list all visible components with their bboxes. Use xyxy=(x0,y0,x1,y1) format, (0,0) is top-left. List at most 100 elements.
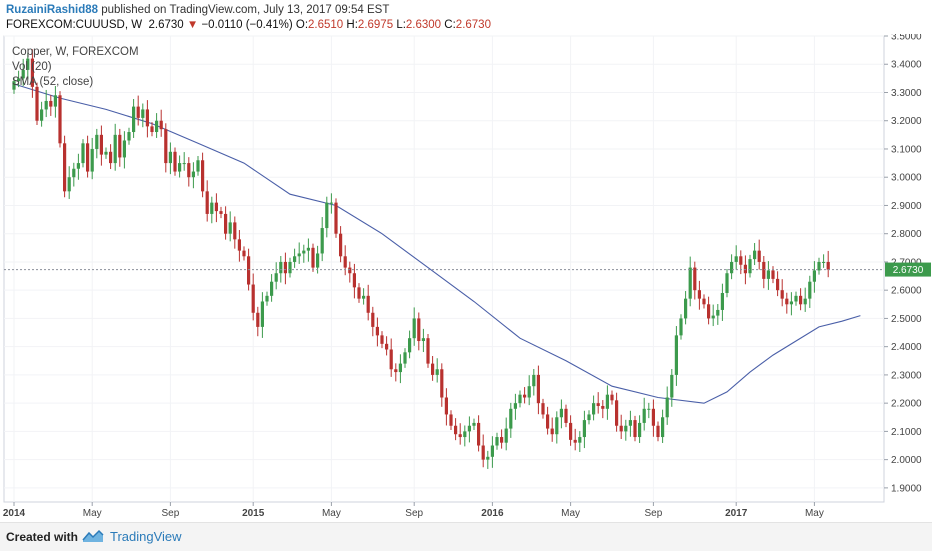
candle-body xyxy=(610,394,614,401)
candle xyxy=(720,283,724,321)
candle-body xyxy=(329,202,333,204)
candle-body xyxy=(17,78,21,82)
candle xyxy=(504,417,508,451)
candle xyxy=(477,415,481,452)
candle xyxy=(297,242,301,264)
candle-body xyxy=(532,374,536,387)
tradingview-logo-icon[interactable] xyxy=(82,528,104,544)
candle xyxy=(362,288,366,305)
candle xyxy=(651,399,655,437)
candle-body xyxy=(343,256,347,268)
candle-body xyxy=(702,298,706,305)
published-text: published on TradingView.com, July 13, 2… xyxy=(101,4,390,16)
sma-line xyxy=(13,83,861,404)
candle xyxy=(679,314,683,340)
candle xyxy=(789,292,793,316)
candle xyxy=(665,386,669,425)
candle xyxy=(26,52,30,80)
candle-body xyxy=(260,301,264,327)
candle xyxy=(513,393,517,420)
candle-body xyxy=(58,95,62,144)
candle-body xyxy=(500,437,504,443)
candle xyxy=(145,100,149,138)
candle xyxy=(302,244,306,263)
candle-body xyxy=(40,109,44,121)
candle-body xyxy=(334,202,338,234)
low-label: L: xyxy=(396,19,406,31)
candle xyxy=(463,425,467,447)
candle-body xyxy=(449,414,453,426)
candle-body xyxy=(145,109,149,127)
candle xyxy=(481,434,485,468)
candle-body xyxy=(762,261,766,279)
candle xyxy=(527,375,531,406)
candle-body xyxy=(44,100,48,110)
author-name[interactable]: RuzainiRashid88 xyxy=(6,4,99,16)
candle xyxy=(150,122,154,137)
y-tick-label: 2.9000 xyxy=(891,201,922,212)
candle-body xyxy=(256,312,260,327)
candle xyxy=(734,245,738,270)
price-axis[interactable]: 1.9000 2.0000 2.1000 2.2000 2.3000 2.4000 2.50… xyxy=(884,34,922,494)
candle-body xyxy=(720,293,724,310)
candle-body xyxy=(633,420,637,438)
candle-body xyxy=(739,256,743,265)
sma-layer xyxy=(13,83,861,404)
candle-body xyxy=(81,143,85,164)
y-tick-label: 2.0000 xyxy=(891,455,922,466)
candle-body xyxy=(178,163,182,172)
candle xyxy=(35,82,39,125)
candle-body xyxy=(651,408,655,426)
candle-body xyxy=(780,290,784,299)
y-tick-label: 2.4000 xyxy=(891,342,922,353)
candle-body xyxy=(803,298,807,305)
candle-body xyxy=(444,397,448,415)
candle xyxy=(546,406,550,435)
candle xyxy=(426,333,430,368)
candle xyxy=(113,123,117,171)
chart-legend: Copper, W, FOREXCOM Vol (20) SMA (52, cl… xyxy=(12,46,139,88)
candle-body xyxy=(656,425,660,438)
x-tick-label: Sep xyxy=(645,508,663,519)
candle-body xyxy=(168,151,172,164)
candle-body xyxy=(237,239,241,251)
candle xyxy=(771,266,775,284)
candle xyxy=(228,211,232,242)
candle xyxy=(693,261,697,300)
candle xyxy=(753,243,757,266)
candle-body xyxy=(541,403,545,415)
candle xyxy=(187,157,191,187)
time-axis[interactable]: 2014 May Sep 2015 May Sep 2016 May Sep 2017 May xyxy=(3,502,824,519)
footer-bar: Created with TradingView xyxy=(0,522,932,551)
candle xyxy=(523,387,527,404)
candle xyxy=(288,257,292,278)
candle-body xyxy=(311,247,315,268)
y-tick-label: 2.2000 xyxy=(891,399,922,410)
candle-body xyxy=(417,318,421,342)
open-label: O: xyxy=(295,19,309,31)
last-price-text: 2.6730 xyxy=(893,265,924,276)
candle xyxy=(555,411,559,444)
candle-body xyxy=(615,400,619,426)
candle-body xyxy=(486,456,490,460)
x-tick-label: Sep xyxy=(162,508,180,519)
x-tick-label: May xyxy=(83,508,102,519)
candle-body xyxy=(601,405,605,409)
candle-body xyxy=(495,437,499,446)
candle-body xyxy=(371,312,375,327)
candle-body xyxy=(316,253,320,268)
y-tick-label: 2.8000 xyxy=(891,229,922,240)
candle-body xyxy=(504,428,508,443)
candle-body xyxy=(173,151,177,172)
candle xyxy=(270,274,274,302)
candle xyxy=(155,113,159,138)
candle xyxy=(389,338,393,377)
tradingview-link[interactable]: TradingView xyxy=(110,529,182,544)
candle xyxy=(49,95,53,116)
candle xyxy=(72,162,76,187)
candle-body xyxy=(766,270,770,279)
price-chart[interactable]: 1.9000 2.0000 2.1000 2.2000 2.3000 2.4000 2.50… xyxy=(0,34,932,522)
candle-body xyxy=(569,422,573,440)
plot-area[interactable] xyxy=(3,35,885,503)
candle xyxy=(408,330,412,359)
